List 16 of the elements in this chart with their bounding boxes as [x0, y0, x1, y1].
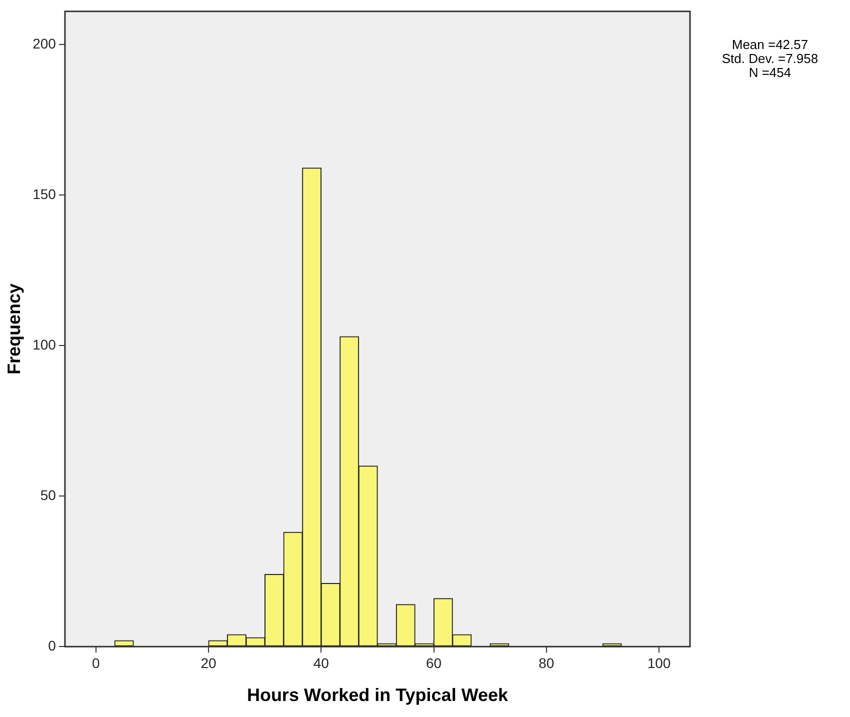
x-tick-label: 0	[92, 654, 100, 671]
text: N =454	[748, 65, 792, 80]
y-tick-label: 50	[40, 486, 56, 503]
y-tick-label: 0	[48, 637, 56, 654]
x-tick-label: 80	[538, 654, 554, 671]
x-tick-label: 60	[426, 654, 442, 671]
y-tick-label: 200	[32, 35, 56, 52]
y-tick-label: 100	[32, 336, 56, 352]
y-tick-label: 150	[32, 186, 56, 202]
y-axis-title: Frequency	[4, 283, 24, 375]
x-tick-label: 100	[647, 654, 671, 671]
text: Mean =42.57	[730, 37, 810, 52]
text: Std. Dev. =7.958	[720, 51, 820, 66]
x-tick-label: 40	[313, 654, 330, 671]
x-tick-label: 20	[200, 654, 217, 671]
x-axis-title: Hours Worked in Typical Week	[246, 685, 509, 706]
